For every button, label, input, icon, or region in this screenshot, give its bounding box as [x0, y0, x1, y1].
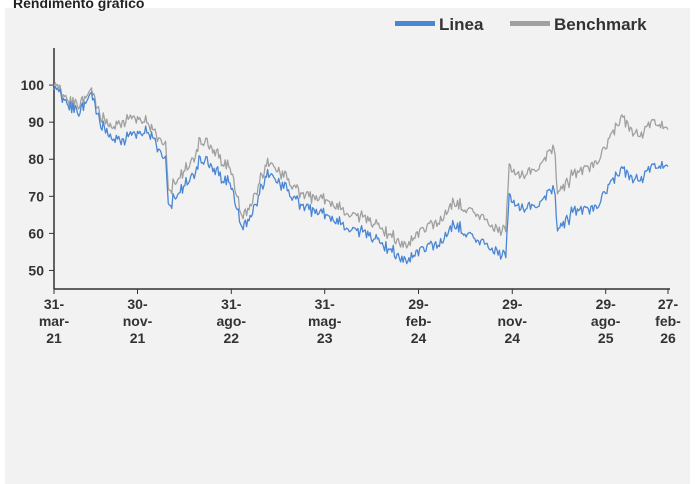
x-tick-label: 29-nov-24	[497, 296, 527, 346]
series-line-benchmark	[53, 82, 669, 249]
y-tick-label: 60	[28, 225, 44, 241]
x-tick-label-line: 31-	[44, 296, 65, 312]
x-tick-label-line: mar-	[39, 313, 70, 329]
legend-label-linea: Linea	[439, 15, 484, 34]
x-tick-label-line: feb-	[406, 313, 432, 329]
x-tick-label-line: 26	[660, 330, 676, 346]
x-tick-label-line: feb-	[655, 313, 681, 329]
y-tick-label: 50	[28, 262, 44, 278]
x-tick-label-line: nov-	[497, 313, 527, 329]
x-tick-label-line: 30-	[127, 296, 148, 312]
x-tick-label-line: 31-	[315, 296, 336, 312]
x-tick-label: 29-ago-25	[591, 296, 621, 346]
x-tick-label-line: ago-	[591, 313, 621, 329]
x-tick-label-line: 24	[504, 330, 520, 346]
x-tick-label-line: 31-	[221, 296, 242, 312]
x-tick-label-line: 24	[411, 330, 427, 346]
y-tick-label: 90	[28, 114, 44, 130]
x-tick-label-line: 27-	[658, 296, 679, 312]
x-tick-label-line: 23	[317, 330, 333, 346]
chart-title-cut: Rendimento grafico	[13, 0, 145, 11]
x-tick-label-line: 29-	[408, 296, 429, 312]
line-chart: Linea Benchmark 506070809010031-mar-2130-…	[21, 15, 682, 346]
x-tick-label-line: 29-	[596, 296, 617, 312]
series-line-linea	[53, 85, 669, 265]
x-tick-label: 30-nov-21	[123, 296, 153, 346]
x-tick-label: 31-mar-21	[39, 296, 70, 346]
x-tick-label-line: 29-	[502, 296, 523, 312]
legend-swatch-benchmark	[510, 21, 550, 26]
x-tick-label-line: 22	[223, 330, 239, 346]
series-lines	[53, 82, 669, 265]
x-tick-label: 31-mag-23	[308, 296, 342, 346]
x-tick-label-line: mag-	[308, 313, 342, 329]
x-tick-label-line: nov-	[123, 313, 153, 329]
x-tick-label: 27-feb-26	[655, 296, 681, 346]
x-tick-label-line: 25	[598, 330, 614, 346]
x-tick-label-line: ago-	[217, 313, 247, 329]
x-tick-label-line: 21	[46, 330, 62, 346]
x-tick-label-line: 21	[130, 330, 146, 346]
tick-labels: 506070809010031-mar-2130-nov-2131-ago-22…	[21, 77, 682, 346]
legend-label-benchmark: Benchmark	[554, 15, 647, 34]
y-tick-label: 80	[28, 151, 44, 167]
x-tick-label: 29-feb-24	[406, 296, 432, 346]
y-tick-label: 100	[21, 77, 45, 93]
legend-swatch-linea	[395, 21, 435, 26]
legend: Linea Benchmark	[395, 15, 647, 34]
chart-panel: Rendimento grafico Linea Benchmark 50 60 70…	[5, 0, 690, 484]
y-tick-label: 70	[28, 188, 44, 204]
x-tick-label: 31-ago-22	[217, 296, 247, 346]
